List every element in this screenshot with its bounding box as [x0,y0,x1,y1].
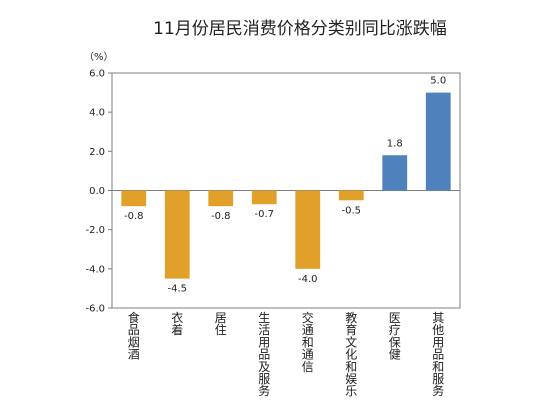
y-tick-label: -2.0 [85,225,105,236]
category-label: 其他用品和服务 [432,311,444,398]
data-label: -0.5 [341,205,361,216]
bars: -0.8 -4.5 -0.8 -0.7 -4.0 -0.5 1.8 5.0 [121,76,451,295]
bar [208,190,234,207]
y-unit-label: （%） [84,51,114,63]
y-tick-label: 0.0 [89,186,105,197]
category-label: 交通和通信 [302,310,314,374]
data-label: -4.5 [167,284,187,295]
bar [382,155,408,191]
data-label: -0.8 [211,211,231,222]
category-label: 居住 [215,311,227,337]
data-label: 1.8 [387,138,403,149]
category-label: 生活用品及服务 [258,311,270,398]
bar [251,190,277,205]
category-label: 教育文化和娱乐 [345,310,357,398]
bar [121,190,147,207]
bar [295,190,321,269]
bar [425,92,451,191]
chart-title: 11月份居民消费价格分类别同比涨跌幅 [153,19,447,39]
data-label: -4.0 [298,274,318,285]
category-label: 衣着 [171,310,183,337]
data-label: 5.0 [430,76,446,87]
y-tick-label: 6.0 [89,69,105,80]
y-tick-label: 2.0 [89,147,105,158]
bar [164,190,190,279]
bar [338,190,364,201]
y-tick-label: -4.0 [85,264,105,275]
y-tick-label: -6.0 [85,304,105,315]
category-label: 医疗保健 [389,311,401,362]
category-label: 食品烟酒 [128,310,140,362]
data-label: -0.7 [254,209,274,220]
data-label: -0.8 [124,211,144,222]
x-axis-categories: 食品烟酒 衣着 居住 生活用品及服务 交通和通信 教育文化和娱乐 医疗保健 其他用品和服务 [128,310,445,398]
y-tick-label: 4.0 [89,108,105,119]
